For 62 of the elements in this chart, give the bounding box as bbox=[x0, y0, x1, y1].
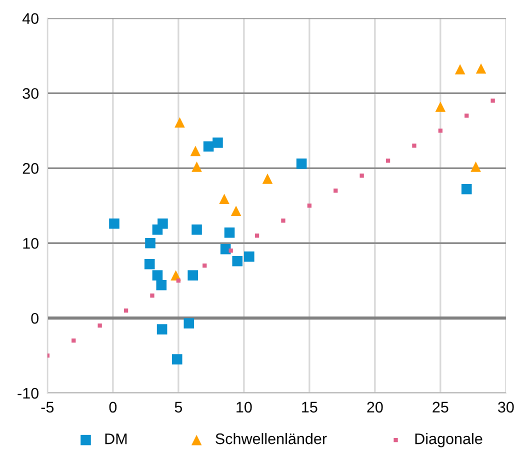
point bbox=[190, 146, 201, 156]
point bbox=[192, 162, 202, 172]
legend-label: Schwellenländer bbox=[216, 433, 327, 444]
point bbox=[224, 227, 235, 238]
point bbox=[262, 174, 273, 184]
legend-label: Diagonale bbox=[415, 433, 482, 448]
point bbox=[158, 218, 168, 229]
point bbox=[219, 194, 230, 204]
point bbox=[230, 206, 242, 216]
point bbox=[386, 158, 390, 163]
point bbox=[192, 224, 202, 235]
point bbox=[202, 264, 207, 268]
point bbox=[454, 64, 466, 74]
point bbox=[184, 318, 194, 328]
point bbox=[334, 188, 338, 193]
x-tick-label: -5 bbox=[41, 402, 54, 413]
point bbox=[172, 354, 182, 364]
point bbox=[476, 63, 486, 74]
point bbox=[109, 218, 120, 229]
x-tick-label: 0 bbox=[109, 402, 117, 413]
point bbox=[174, 117, 185, 128]
point bbox=[212, 138, 223, 148]
y-tick-label: 30 bbox=[22, 88, 38, 99]
point bbox=[150, 294, 154, 298]
point bbox=[145, 238, 156, 248]
point bbox=[490, 98, 495, 103]
point bbox=[144, 258, 155, 270]
point bbox=[296, 158, 307, 169]
point bbox=[188, 270, 198, 280]
point bbox=[156, 280, 167, 290]
y-tick-label: 40 bbox=[22, 13, 38, 24]
x-tick-label: 20 bbox=[367, 402, 383, 413]
legend-label: DM bbox=[105, 434, 127, 444]
point bbox=[72, 338, 76, 343]
point bbox=[220, 244, 231, 254]
x-tick-label: 25 bbox=[432, 402, 448, 413]
y-tick-label: 20 bbox=[22, 163, 38, 174]
point bbox=[464, 114, 469, 118]
point bbox=[307, 204, 312, 208]
point bbox=[156, 324, 168, 334]
point bbox=[412, 144, 416, 148]
y-tick-label: -10 bbox=[18, 388, 38, 399]
point bbox=[228, 248, 233, 253]
x-tick-label: 30 bbox=[498, 402, 514, 413]
x-tick-label: 10 bbox=[236, 402, 252, 413]
point bbox=[152, 270, 163, 280]
x-tick-label: 5 bbox=[174, 402, 182, 413]
point bbox=[232, 256, 243, 266]
point bbox=[98, 323, 102, 328]
point bbox=[438, 128, 443, 133]
y-tick-label: 0 bbox=[31, 312, 38, 324]
point bbox=[281, 218, 286, 223]
x-tick-label: 15 bbox=[302, 402, 318, 413]
point bbox=[360, 174, 364, 178]
point bbox=[176, 278, 181, 283]
point bbox=[461, 184, 472, 194]
y-tick-label: 10 bbox=[23, 238, 38, 249]
point bbox=[254, 234, 260, 238]
point bbox=[470, 162, 481, 172]
point bbox=[244, 251, 254, 262]
point bbox=[435, 102, 446, 112]
point bbox=[124, 308, 128, 313]
